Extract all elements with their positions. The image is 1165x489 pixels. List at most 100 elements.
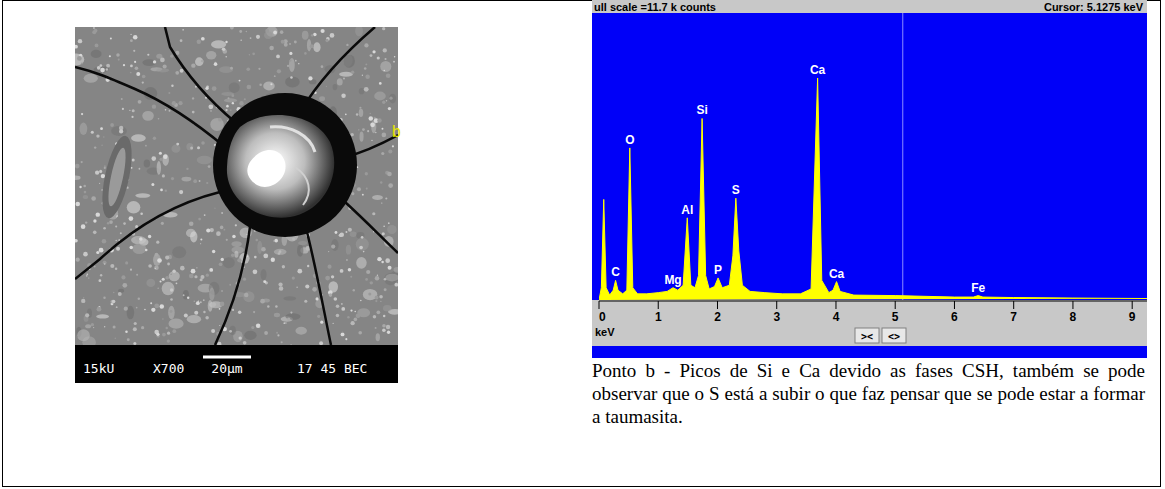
- zoom-button-label[interactable]: <>: [888, 331, 900, 342]
- particle: [94, 266, 96, 268]
- particle: [251, 326, 254, 329]
- particle: [94, 146, 96, 148]
- particle: [85, 313, 89, 317]
- particle: [370, 54, 373, 57]
- particle: [375, 296, 379, 300]
- particle: [130, 65, 133, 68]
- x-tick: [1072, 301, 1073, 309]
- particle: [351, 321, 355, 325]
- peak-label: Mg: [664, 273, 681, 287]
- x-axis-label: keV: [595, 326, 615, 338]
- particle: [313, 33, 317, 37]
- particle: [139, 237, 143, 241]
- particle: [155, 253, 159, 257]
- particle: [241, 40, 242, 41]
- particle: [317, 315, 320, 318]
- particle: [373, 315, 376, 318]
- particle: [162, 174, 165, 177]
- crack: [307, 232, 331, 345]
- particle: [372, 50, 375, 53]
- particle: [382, 232, 385, 235]
- grain: [210, 118, 224, 131]
- grain: [350, 231, 357, 237]
- particle: [221, 212, 223, 214]
- particle: [370, 113, 371, 114]
- grain: [298, 241, 307, 245]
- grain: [197, 156, 212, 164]
- particle: [330, 33, 335, 38]
- grain: [283, 296, 296, 300]
- particle: [91, 323, 94, 326]
- zoom-button-label[interactable]: ><: [861, 331, 873, 342]
- particle: [91, 131, 94, 134]
- plot-area: [592, 13, 1147, 300]
- zoom-button[interactable]: [855, 328, 879, 343]
- particle: [97, 66, 101, 70]
- grain: [77, 329, 90, 341]
- particle: [341, 93, 345, 97]
- particle: [109, 220, 113, 224]
- peak-label: Ca: [829, 267, 845, 281]
- particle: [171, 177, 174, 180]
- particle: [226, 239, 228, 241]
- particle: [100, 274, 102, 276]
- grain: [346, 245, 351, 255]
- grain: [80, 123, 88, 135]
- particle: [278, 252, 281, 255]
- grain: [223, 257, 235, 268]
- particle: [110, 264, 114, 268]
- patch: [97, 133, 138, 220]
- grain: [337, 78, 343, 85]
- particle: [310, 44, 314, 48]
- bottom-strip: [592, 346, 1147, 358]
- grain: [195, 57, 203, 66]
- particle: [116, 306, 118, 308]
- particle: [219, 262, 223, 266]
- grain: [394, 267, 398, 273]
- particle: [225, 109, 227, 111]
- particle: [91, 196, 96, 201]
- particle: [256, 324, 260, 328]
- particle: [133, 35, 138, 40]
- particle: [154, 265, 159, 270]
- particle: [341, 303, 343, 305]
- particle: [287, 318, 290, 321]
- particle: [345, 338, 347, 340]
- grain: [356, 257, 367, 269]
- particle: [382, 128, 384, 130]
- particle: [160, 304, 165, 309]
- particle: [99, 183, 100, 184]
- particle: [274, 239, 278, 243]
- grain: [91, 50, 102, 58]
- grain: [157, 161, 161, 175]
- particle: [131, 116, 133, 118]
- zoom-button[interactable]: [882, 328, 906, 343]
- particle: [148, 264, 152, 268]
- x-tick: [717, 301, 718, 309]
- grain: [156, 68, 169, 72]
- particle: [151, 156, 156, 161]
- particle: [171, 85, 173, 87]
- particle: [388, 222, 390, 224]
- particle: [122, 108, 124, 110]
- particle: [385, 197, 387, 199]
- grain: [111, 126, 127, 136]
- particle: [83, 297, 84, 298]
- particle: [386, 325, 390, 329]
- particle: [135, 66, 139, 70]
- particle: [229, 284, 231, 286]
- particle: [75, 239, 78, 243]
- particle: [116, 215, 118, 217]
- particle: [201, 60, 204, 63]
- particle: [155, 268, 156, 269]
- particle: [235, 224, 237, 226]
- particle: [162, 333, 166, 337]
- grain: [263, 81, 275, 90]
- particle: [162, 318, 164, 320]
- particle: [145, 145, 147, 147]
- particle: [263, 280, 266, 283]
- particle: [365, 278, 368, 281]
- particle: [228, 97, 230, 99]
- particle: [362, 128, 365, 131]
- particle: [345, 114, 347, 116]
